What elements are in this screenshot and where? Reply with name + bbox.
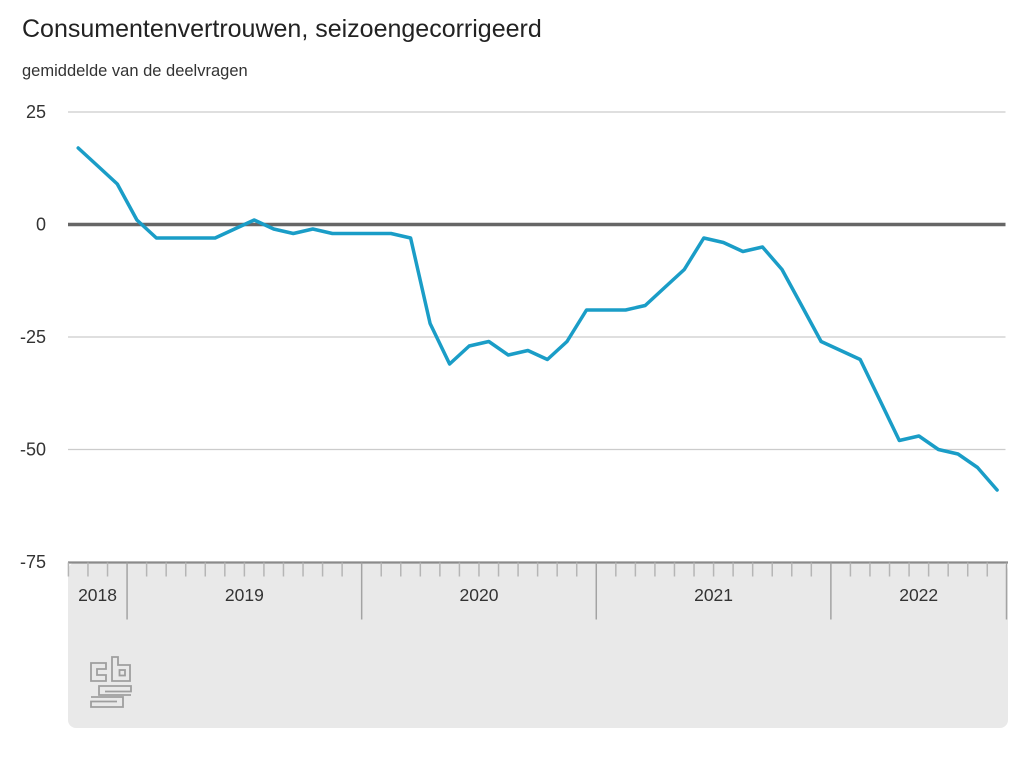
cbs-logo-glyph <box>90 696 124 708</box>
y-axis-label: 25 <box>26 102 46 122</box>
chart-title: Consumentenvertrouwen, seizoengecorrigee… <box>22 15 542 43</box>
year-label: 2019 <box>225 585 264 605</box>
cbs-logo <box>90 656 132 708</box>
cbs-logo-glyph <box>118 669 126 677</box>
y-axis-label: -25 <box>20 327 46 347</box>
y-axis-label: 0 <box>36 215 46 235</box>
plot-area[interactable] <box>68 100 1006 563</box>
cbs-logo-glyph <box>90 662 107 682</box>
cbs-logo-glyph <box>111 656 131 682</box>
chart-line <box>76 146 999 492</box>
y-axis-label: -75 <box>20 552 46 572</box>
year-label: 2018 <box>78 585 117 605</box>
year-label: 2022 <box>899 585 938 605</box>
x-axis-band[interactable] <box>68 562 1008 729</box>
y-axis-label: -50 <box>20 440 46 460</box>
chart-subtitle: gemiddelde van de deelvragen <box>22 62 248 80</box>
cbs-logo-glyph <box>98 685 132 696</box>
year-label: 2021 <box>694 585 733 605</box>
year-label: 2020 <box>460 585 499 605</box>
